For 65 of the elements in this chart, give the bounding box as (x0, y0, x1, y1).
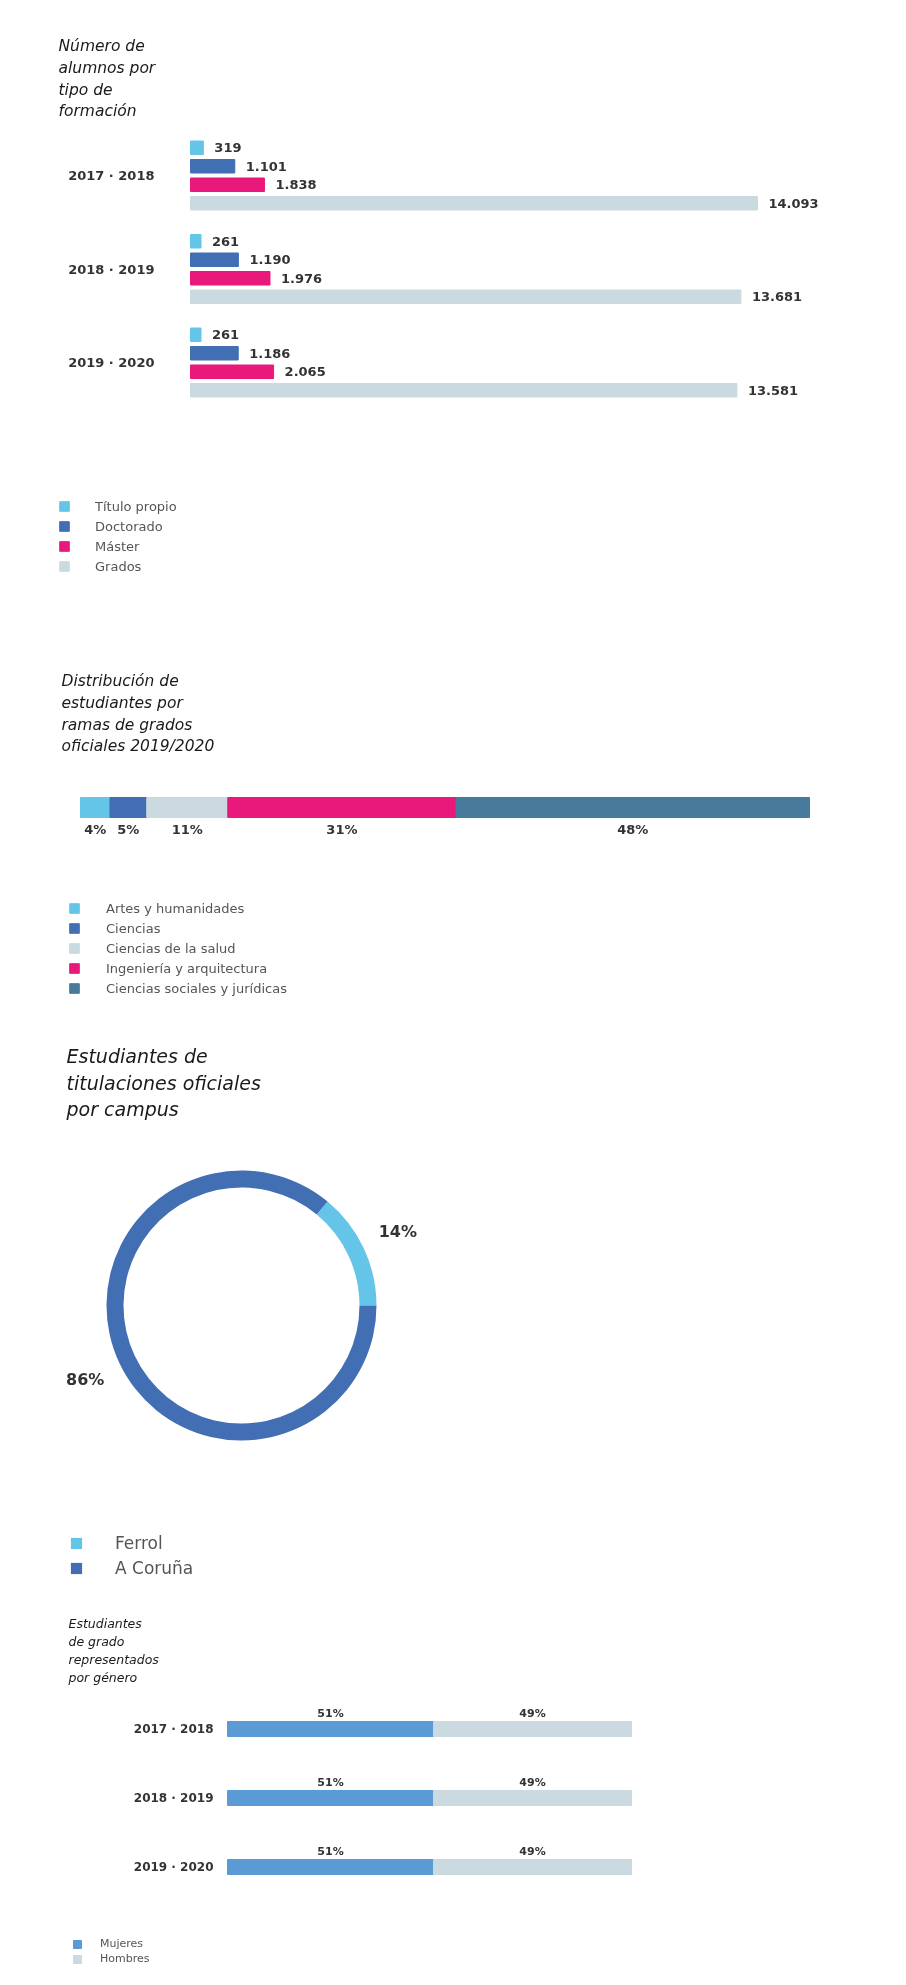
data-label: 14% (378, 1222, 417, 1242)
data-label: 1.186 (249, 345, 291, 361)
data-label: 319 (214, 140, 242, 156)
data-label: 51% (317, 1844, 344, 1858)
data-label: 261 (212, 327, 240, 343)
bar (190, 252, 239, 267)
data-label: 13.581 (747, 382, 799, 398)
bar (146, 797, 229, 818)
data-label: 261 (212, 233, 240, 249)
legend-label: Ciencias sociales y jurídicas (106, 979, 287, 998)
data-label: 1.976 (281, 270, 323, 286)
data-label: 1.190 (249, 252, 291, 268)
bar (190, 327, 202, 342)
data-label: 48% (617, 821, 649, 837)
legend-label: Ferrol (115, 1531, 163, 1555)
bar (455, 797, 810, 818)
legend-label: Grados (95, 557, 142, 576)
bar (80, 797, 111, 818)
chart-title: Distribución de estudiantes por ramas de grados oficiales 2019/2020 (61, 671, 215, 756)
data-label: 13.681 (751, 289, 803, 305)
data-label: 14.093 (768, 195, 819, 211)
legend-label: Hombres (100, 1951, 150, 1966)
data-label: 31% (326, 821, 358, 837)
bar (190, 346, 239, 361)
legend-label: Doctorado (95, 517, 163, 536)
data-label: 49% (519, 1775, 546, 1789)
data-label: 5% (117, 821, 140, 837)
data-label: 11% (171, 821, 203, 837)
bar (190, 140, 204, 155)
bar (190, 271, 271, 286)
y-tick-label: 2019 · 2020 (133, 1860, 214, 1874)
bar (190, 289, 742, 304)
bar (190, 196, 758, 211)
bar (190, 159, 236, 174)
data-label: 2.065 (284, 364, 326, 380)
legend-label: Artes y humanidades (106, 899, 245, 918)
y-tick-label: 2017 · 2018 (133, 1722, 214, 1736)
bar (109, 797, 148, 818)
chart-title: Número de alumnos por tipo de formación (58, 36, 157, 121)
y-tick-label: 2018 · 2019 (68, 261, 155, 277)
legend-label: Mujeres (100, 1936, 144, 1951)
legend-label: Ciencias (106, 919, 161, 938)
y-tick-label: 2018 · 2019 (133, 1791, 214, 1805)
chart-title: Estudiantes de titulaciones oficiales por campus (65, 1044, 261, 1121)
data-label: 49% (519, 1844, 546, 1858)
data-label: 51% (317, 1775, 344, 1789)
bar (190, 177, 265, 192)
legend-label: A Coruña (115, 1556, 194, 1580)
bar (227, 797, 457, 818)
data-label: 1.101 (245, 158, 287, 174)
y-tick-label: 2019 · 2020 (68, 355, 155, 370)
data-label: 49% (519, 1706, 546, 1720)
bar (190, 383, 738, 398)
legend-label: Máster (95, 537, 140, 556)
legend-label: Título propio (95, 497, 177, 516)
data-label: 4% (84, 821, 107, 837)
bar (190, 364, 275, 379)
legend-label: Ingeniería y arquitectura (106, 959, 268, 978)
data-label: 51% (317, 1706, 344, 1720)
data-label: 1.838 (275, 177, 317, 193)
text: Estudiantes de grado representados por género (67, 1615, 160, 1686)
bar (190, 234, 202, 249)
y-tick-label: 2017 · 2018 (68, 168, 155, 183)
legend-label: Ciencias de la salud (106, 939, 236, 958)
data-label: 86% (66, 1369, 105, 1389)
